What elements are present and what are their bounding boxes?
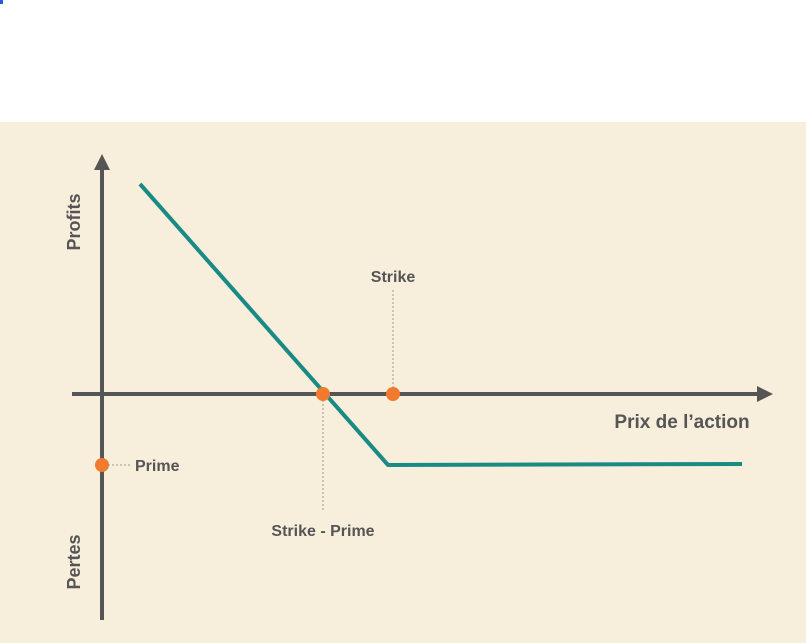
strike-marker <box>386 387 400 401</box>
y-axis-profits-label: Profits <box>64 193 84 250</box>
breakeven-marker <box>316 387 330 401</box>
y-axis-losses-label: Pertes <box>64 534 84 589</box>
diagram-background <box>0 122 806 643</box>
breakeven-label: Strike - Prime <box>271 523 374 540</box>
corner-mark <box>0 0 3 4</box>
payoff-line <box>138 182 743 467</box>
premium-label: Prime <box>135 458 180 475</box>
strike-label: Strike <box>371 269 416 286</box>
x-axis-label: Prix de l’action <box>614 412 749 433</box>
premium-marker <box>95 458 109 472</box>
